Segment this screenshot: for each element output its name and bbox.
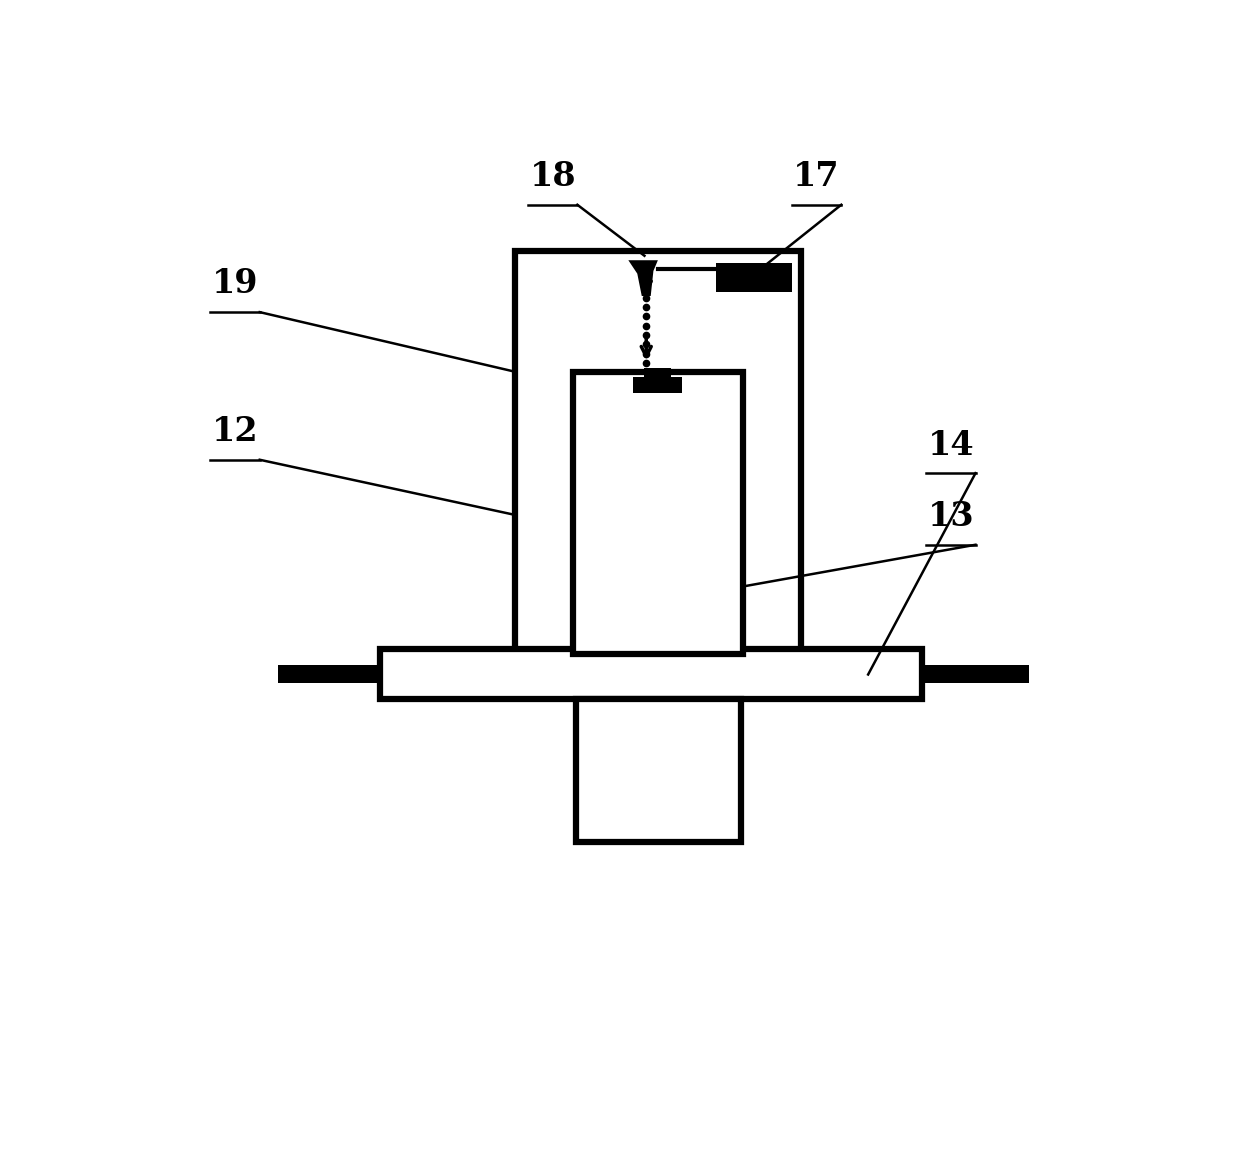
- Text: 17: 17: [794, 160, 839, 193]
- Bar: [381, 650, 921, 698]
- Polygon shape: [629, 260, 658, 296]
- Bar: [278, 665, 381, 683]
- Bar: [573, 372, 743, 654]
- Text: 12: 12: [212, 415, 258, 449]
- Text: 14: 14: [928, 429, 975, 461]
- Text: 19: 19: [212, 267, 258, 301]
- Bar: [575, 698, 742, 841]
- Bar: [645, 367, 671, 376]
- Bar: [515, 251, 801, 654]
- Text: 18: 18: [529, 160, 577, 193]
- Bar: [715, 263, 792, 292]
- Bar: [921, 665, 1029, 683]
- Text: 13: 13: [928, 500, 975, 533]
- Bar: [634, 376, 682, 393]
